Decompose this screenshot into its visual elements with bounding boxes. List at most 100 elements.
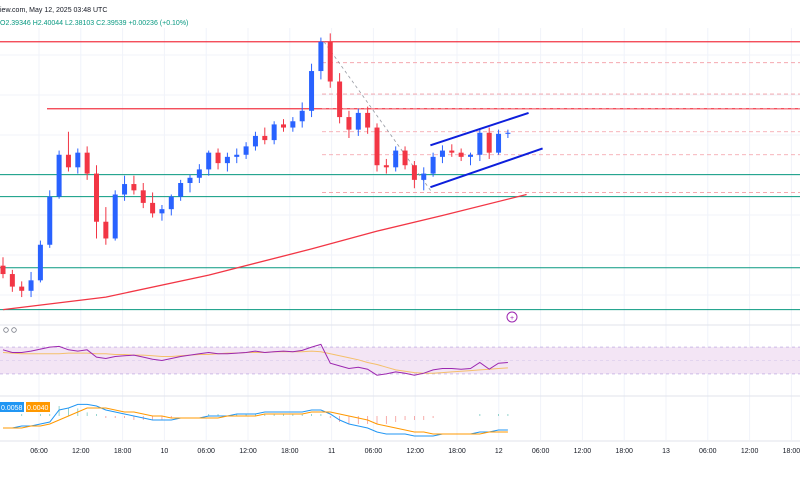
candle-body bbox=[56, 154, 62, 197]
candle-body bbox=[346, 117, 352, 130]
x-axis: 06:00 12:00 18:00 10 06:00 12:00 18:00 11 06:00 1… bbox=[30, 448, 800, 455]
sma-100-line bbox=[2, 193, 527, 311]
x-tick-label: 18:00 bbox=[783, 448, 800, 455]
header-source: iew.com, May 12, 2025 03:48 UTC bbox=[0, 7, 107, 14]
candle-body bbox=[337, 81, 343, 118]
rsi-settings[interactable] bbox=[3, 327, 17, 333]
eye-icon[interactable] bbox=[11, 327, 17, 333]
candle-body bbox=[421, 173, 427, 180]
candle-body bbox=[9, 274, 15, 287]
candle-body bbox=[112, 194, 118, 239]
candle-body bbox=[252, 135, 258, 147]
fib-trend-line bbox=[323, 41, 433, 193]
x-tick-label: 13 bbox=[662, 448, 670, 455]
candle-body bbox=[19, 286, 25, 291]
x-tick-label: 12:00 bbox=[741, 448, 759, 455]
sma-line bbox=[2, 193, 527, 311]
candle-body bbox=[65, 154, 71, 168]
candle-body bbox=[309, 71, 315, 111]
candle-body bbox=[430, 156, 436, 174]
x-tick-label: 12:00 bbox=[406, 448, 424, 455]
alert-marker[interactable]: + bbox=[506, 311, 518, 323]
candle-body bbox=[290, 121, 296, 128]
candle-body bbox=[355, 112, 361, 130]
macd-pane bbox=[3, 403, 509, 437]
rsi-pane bbox=[0, 343, 800, 376]
candle-body bbox=[365, 112, 371, 128]
x-tick-label: 12:00 bbox=[72, 448, 90, 455]
x-tick-label: 06:00 bbox=[532, 448, 550, 455]
candle-body bbox=[374, 127, 380, 166]
candle-body bbox=[131, 184, 137, 191]
header-ohlc: O2.39346 H2.40044 L2.38103 C2.39539 +0.0… bbox=[0, 20, 188, 27]
candle-body bbox=[402, 150, 408, 166]
signal-label-bg bbox=[26, 402, 50, 412]
rsi-line bbox=[2, 343, 508, 376]
candle-body bbox=[187, 177, 193, 184]
candle-body bbox=[224, 156, 230, 164]
x-tick-label: 06:00 bbox=[197, 448, 215, 455]
macd-label-bg bbox=[0, 402, 24, 412]
candle-body bbox=[318, 41, 324, 72]
candle-body bbox=[94, 173, 99, 222]
candle-body bbox=[196, 169, 202, 178]
candle-body bbox=[0, 265, 6, 275]
x-tick-label: 12:00 bbox=[574, 448, 592, 455]
candle-body bbox=[496, 133, 502, 153]
x-tick-label: 18:00 bbox=[615, 448, 633, 455]
x-tick-label: 06:00 bbox=[30, 448, 48, 455]
candle-body bbox=[75, 152, 81, 168]
candle-body bbox=[271, 124, 277, 141]
candle-body bbox=[411, 165, 417, 180]
candle-body bbox=[486, 132, 492, 153]
candle-body bbox=[122, 184, 128, 195]
candle-body bbox=[327, 41, 333, 82]
candle-body bbox=[178, 183, 184, 197]
candle-body bbox=[439, 150, 445, 157]
candle-body bbox=[28, 280, 34, 291]
candle-body bbox=[234, 154, 240, 157]
x-tick-label: 10 bbox=[161, 448, 169, 455]
candle-body bbox=[206, 152, 212, 170]
channel-lower bbox=[430, 147, 543, 189]
candle-body bbox=[383, 165, 389, 168]
candle-body bbox=[299, 110, 305, 122]
candle-body bbox=[215, 152, 221, 164]
candle-body bbox=[47, 196, 53, 245]
x-tick-label: 18:00 bbox=[114, 448, 132, 455]
candle-body bbox=[243, 146, 249, 155]
candle-body bbox=[159, 209, 165, 214]
channel-upper bbox=[430, 111, 529, 147]
x-tick-label: 11 bbox=[328, 448, 335, 455]
candlesticks bbox=[0, 33, 511, 298]
candle-body bbox=[150, 202, 156, 214]
x-tick-label: 06:00 bbox=[699, 448, 717, 455]
candle-body bbox=[505, 132, 511, 134]
signal-label: 0.0040 bbox=[27, 405, 49, 412]
candle-body bbox=[168, 196, 174, 210]
candle-body bbox=[84, 152, 90, 174]
channel-lines bbox=[430, 111, 543, 189]
macd-label: 0.0058 bbox=[1, 405, 23, 412]
settings-icon[interactable] bbox=[3, 327, 9, 333]
x-tick-label: 12:00 bbox=[239, 448, 257, 455]
signal-line bbox=[3, 407, 508, 435]
candle-body bbox=[37, 244, 43, 281]
candle-body bbox=[468, 154, 473, 157]
fib-lines bbox=[322, 41, 800, 193]
x-tick-label: 18:00 bbox=[448, 448, 466, 455]
candle-body bbox=[262, 135, 268, 141]
macd-line bbox=[3, 403, 508, 437]
candle-body bbox=[458, 152, 464, 157]
alert-glyph: + bbox=[510, 315, 514, 322]
candle-body bbox=[449, 150, 455, 153]
x-tick-label: 06:00 bbox=[365, 448, 383, 455]
candle-body bbox=[281, 124, 286, 128]
x-tick-label: 18:00 bbox=[281, 448, 299, 455]
x-tick-label: 12 bbox=[495, 448, 503, 455]
alert-icon[interactable] bbox=[506, 311, 518, 323]
candle-body bbox=[103, 221, 109, 239]
